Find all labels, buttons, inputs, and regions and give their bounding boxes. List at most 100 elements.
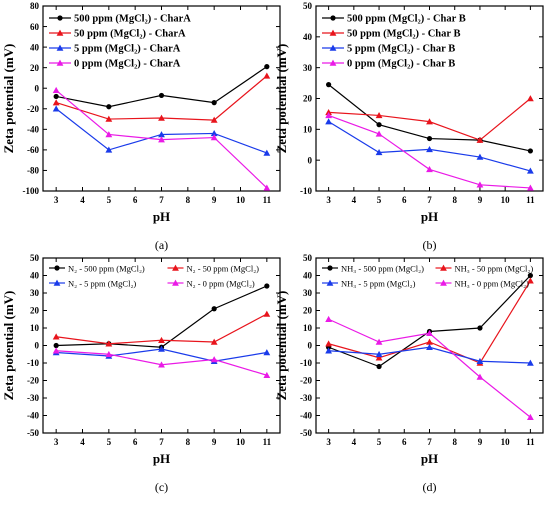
data-point [158, 114, 165, 121]
y-tick-label: -40 [300, 411, 312, 421]
y-tick-label: 0 [308, 341, 313, 351]
legend-entry: 500 ppm (MgCl₂) - CharA [74, 14, 191, 25]
data-point [426, 338, 433, 345]
y-tick-label: -40 [27, 411, 39, 421]
data-point [527, 272, 533, 279]
y-tick-label: -40 [27, 125, 39, 135]
legend-entry: 5 ppm (MgCl₂) - Char B [347, 44, 455, 55]
legend-marker [440, 279, 447, 286]
data-point [263, 371, 271, 378]
data-point [211, 306, 217, 312]
data-point [105, 115, 113, 122]
x-tick-label: 10 [501, 437, 511, 447]
legend-entry: N₂ - 0 ppm (MgCl₂) [187, 279, 255, 289]
chart-panel-d: 50 40 30 20 10 0 -10 -20 -30 -40 -50 3 4 5 6 7 8 9 10 11 pH Z… [274, 253, 544, 494]
x-tick-label: 7 [159, 437, 164, 447]
data-point [426, 145, 433, 153]
legend-entry: 5 ppm (MgCl₂) - CharA [74, 44, 181, 55]
legend-entry: 0 ppm (MgCl₂) - CharA [74, 59, 181, 70]
data-point [375, 130, 383, 137]
y-tick-label: -100 [23, 186, 40, 196]
data-point [210, 116, 218, 123]
chart-panel-b: 50 40 30 20 10 0 -10 3 4 5 6 7 8 9 10 11 pH Zeta potentia… [274, 1, 544, 252]
data-point [210, 338, 218, 345]
x-tick-label: 8 [452, 437, 457, 447]
data-point [476, 373, 484, 380]
y-tick-label: -30 [27, 393, 39, 403]
x-tick-label: 11 [526, 437, 535, 447]
series-2 [52, 105, 271, 156]
y-tick-label: 30 [303, 63, 313, 73]
x-tick-label: 8 [186, 437, 191, 447]
y-tick-label: 10 [303, 125, 313, 135]
legend-marker [56, 59, 64, 66]
legend-marker [56, 29, 64, 36]
x-tick-label: 11 [263, 437, 272, 447]
y-tick-label: -50 [27, 428, 39, 438]
legend-entry: NH₃ - 500 ppm (MgCl₂) [341, 264, 424, 274]
data-point [105, 340, 113, 347]
data-point [477, 325, 483, 331]
y-tick-label: 30 [30, 288, 40, 298]
x-tick-label: 10 [236, 195, 246, 205]
series-2 [325, 118, 534, 174]
legend-marker [327, 265, 333, 271]
legend: 500 ppm (MgCl₂) - CharA 50 ppm (MgCl₂) - … [49, 14, 191, 70]
legend-entry: N₂ - 500 ppm (MgCl₂) [68, 264, 145, 274]
y-tick-label: -20 [27, 104, 39, 114]
data-point [426, 135, 433, 142]
y-tick-label: -50 [300, 428, 312, 438]
series-2 [325, 343, 534, 366]
legend-marker [330, 15, 336, 21]
y-tick-label: 40 [303, 32, 313, 42]
data-point [325, 112, 333, 119]
data-point [210, 356, 218, 363]
x-tick-label: 8 [452, 195, 457, 205]
y-tick-label: 20 [30, 306, 40, 316]
legend-entry: NH₃ - 0 ppm (MgCl₂) [455, 279, 530, 289]
data-point [476, 153, 484, 160]
chart-panel-a: 80 60 40 20 0 -20 -40 -60 -80 -100 3 4 5 6 7 8 9 10 11 pH Ze… [1, 1, 281, 252]
legend-marker [326, 279, 334, 286]
series-1 [52, 72, 271, 123]
data-point [210, 130, 218, 137]
data-point [426, 343, 433, 350]
y-tick-label: 40 [30, 42, 40, 52]
data-point [325, 315, 333, 322]
x-tick-label: 9 [478, 437, 483, 447]
data-point [53, 342, 59, 349]
data-point [426, 166, 433, 173]
legend-marker [57, 15, 63, 21]
x-tick-label: 4 [80, 195, 85, 205]
x-tick-label: 6 [133, 437, 138, 447]
series-1 [52, 310, 271, 347]
data-point [526, 95, 534, 102]
x-tick-label: 6 [133, 195, 138, 205]
data-point [211, 100, 217, 106]
data-point [375, 354, 383, 361]
x-tick-label: 7 [427, 195, 432, 205]
y-tick-label: 20 [303, 306, 313, 316]
data-point [325, 118, 333, 125]
y-tick-label: 0 [308, 155, 313, 165]
data-point [52, 99, 60, 106]
x-axis-label: pH [421, 209, 438, 224]
data-point [105, 131, 113, 138]
x-tick-label: 10 [501, 195, 511, 205]
data-point [158, 131, 165, 138]
data-point [325, 347, 333, 354]
data-point [52, 347, 60, 354]
x-tick-label: 4 [352, 437, 357, 447]
chart-panel-c: 50 40 30 20 10 0 -10 -20 -30 -40 -50 3 4 5 6 7 8 9 10 11 pH Z… [1, 253, 281, 494]
legend-entry: N₂ - 5 ppm (MgCl₂) [68, 279, 136, 289]
x-axis-label: pH [153, 209, 170, 224]
x-tick-label: 7 [159, 195, 164, 205]
data-point [526, 413, 534, 420]
data-point [158, 136, 165, 143]
data-point [325, 108, 333, 116]
data-point [52, 86, 60, 93]
legend: N₂ - 500 ppm (MgCl₂) N₂ - 50 ppm (MgCl₂) N… [49, 264, 259, 289]
legend-marker [172, 264, 179, 271]
x-tick-label: 6 [402, 437, 407, 447]
